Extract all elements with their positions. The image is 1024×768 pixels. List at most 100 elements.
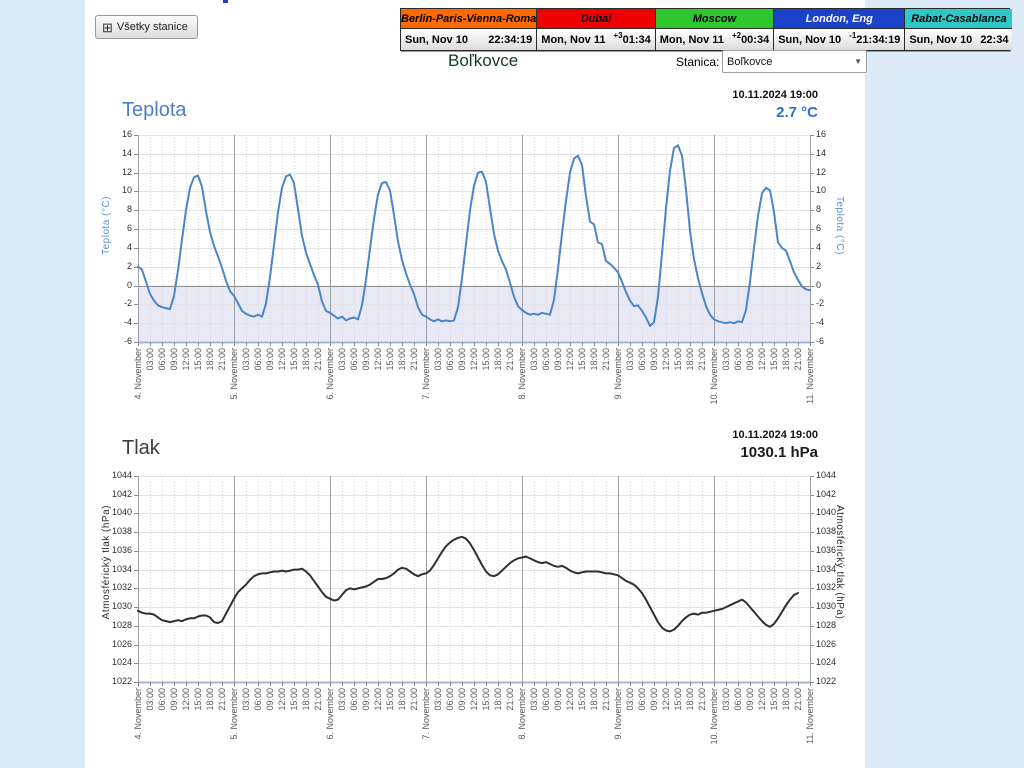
axis-tick-label: 12:00 — [565, 348, 575, 371]
clock-column-moscow: Moscow Mon, Nov 11 +2 00:34 — [655, 9, 775, 50]
axis-tick-label: 06:00 — [253, 688, 263, 711]
axis-tick-label: 1040 — [111, 507, 132, 518]
axis-tick-label: 1026 — [111, 638, 132, 649]
axis-tick-label: 12:00 — [469, 688, 479, 711]
axis-tick-label: 06:00 — [253, 348, 263, 371]
axis-tick-label: 16 — [816, 129, 827, 139]
chevron-down-icon: ▼ — [854, 57, 862, 66]
clock-city-label: Dubai — [537, 9, 655, 29]
axis-tick-label: 21:00 — [505, 688, 515, 711]
axis-tick-label: 18:00 — [493, 348, 503, 371]
axis-tick-label: 1036 — [816, 544, 837, 555]
axis-tick-label: 15:00 — [481, 348, 491, 371]
axis-tick-label: 1034 — [111, 563, 132, 574]
content-panel — [85, 0, 865, 768]
axis-tick-label: 03:00 — [529, 348, 539, 371]
axis-tick-label: 12:00 — [757, 688, 767, 711]
axis-tick-label: 5. November — [229, 688, 239, 740]
axis-tick-label: 09:00 — [553, 688, 563, 711]
clock-time-cell: Sun, Nov 10 22:34 — [905, 29, 1013, 50]
axis-tick-label: 11. November — [805, 348, 815, 404]
clipped-text-fragment — [223, 0, 228, 3]
axis-tick-label: 21:00 — [409, 688, 419, 711]
axis-tick-label: -2 — [123, 298, 132, 309]
axis-tick-label: 06:00 — [541, 688, 551, 711]
axis-tick-label: 12:00 — [565, 688, 575, 711]
axis-tick-label: 4 — [816, 241, 822, 252]
all-stations-button[interactable]: ⊞ Všetky stanice — [95, 15, 198, 39]
axis-tick-label: 03:00 — [241, 348, 251, 371]
axis-tick-label: 03:00 — [529, 688, 539, 711]
axis-tick-label: 15:00 — [673, 348, 683, 371]
axis-tick-label: 1032 — [111, 582, 132, 593]
axis-tick-label: -6 — [816, 336, 825, 346]
axis-tick-label: 06:00 — [733, 688, 743, 711]
axis-tick-label: 15:00 — [385, 688, 395, 711]
axis-tick-label: 1026 — [816, 638, 837, 649]
axis-tick-label: 15:00 — [289, 688, 299, 711]
axis-tick-label: 06:00 — [349, 688, 359, 711]
axis-tick-label: 03:00 — [241, 688, 251, 711]
axis-tick-label: 8 — [126, 204, 132, 215]
axis-tick-label: 03:00 — [433, 348, 443, 371]
axis-tick-label: 03:00 — [337, 348, 347, 371]
axis-tick-label: 12:00 — [661, 688, 671, 711]
axis-tick-label: 5. November — [229, 348, 239, 400]
axis-tick-label: 15:00 — [193, 348, 203, 371]
axis-tick-label: 1022 — [111, 676, 132, 686]
temperature-timestamp: 10.11.2024 19:00 — [732, 89, 818, 101]
axis-tick-label: 12:00 — [469, 348, 479, 371]
station-select[interactable]: Boľkovce ▼ — [722, 50, 867, 73]
axis-tick-label: 6. November — [325, 688, 335, 740]
axis-tick-label: 12:00 — [757, 348, 767, 371]
axis-tick-label: 7. November — [421, 688, 431, 740]
axis-tick-label: 2 — [126, 260, 132, 271]
axis-tick-label: 06:00 — [637, 688, 647, 711]
axis-tick-label: 21:00 — [793, 348, 803, 371]
axis-tick-label: 1028 — [816, 619, 837, 630]
axis-tick-label: 03:00 — [145, 348, 155, 371]
axis-tick-label: 9. November — [613, 348, 623, 400]
axis-tick-label: 12:00 — [373, 348, 383, 371]
axis-tick-label: 18:00 — [397, 348, 407, 371]
axis-tick-label: 1024 — [111, 657, 132, 668]
axis-tick-label: 15:00 — [577, 688, 587, 711]
axis-tick-label: 03:00 — [337, 688, 347, 711]
axis-tick-label: 21:00 — [313, 688, 323, 711]
clock-time-cell: Sun, Nov 10 22:34:19 — [401, 29, 537, 50]
axis-tick-label: 1038 — [111, 526, 132, 537]
axis-tick-label: 09:00 — [361, 348, 371, 371]
axis-tick-label: 14 — [121, 147, 132, 158]
axis-tick-label: 09:00 — [745, 688, 755, 711]
axis-tick-label: 09:00 — [169, 688, 179, 711]
temperature-chart-title: Teplota — [122, 99, 187, 121]
axis-tick-label: 18:00 — [205, 688, 215, 711]
axis-tick-label: 18:00 — [589, 688, 599, 711]
axis-tick-label: 6. November — [325, 348, 335, 400]
axis-tick-label: 1044 — [816, 470, 837, 480]
axis-tick-label: 09:00 — [457, 688, 467, 711]
clock-time-cell: Mon, Nov 11 +3 01:34 — [537, 29, 655, 50]
axis-tick-label: 18:00 — [397, 688, 407, 711]
axis-tick-label: 09:00 — [553, 348, 563, 371]
axis-tick-label: 06:00 — [157, 348, 167, 371]
axis-tick-label: 21:00 — [409, 348, 419, 371]
axis-tick-label: 8. November — [517, 688, 527, 740]
axis-tick-label: 1036 — [111, 544, 132, 555]
axis-tick-label: 21:00 — [697, 688, 707, 711]
axis-tick-label: 18:00 — [781, 688, 791, 711]
axis-tick-label: 4. November — [133, 348, 143, 400]
pressure-timestamp: 10.11.2024 19:00 — [732, 429, 818, 441]
axis-tick-label: 10 — [121, 185, 132, 196]
pressure-plot-area: 1044 1044 1042 1042 1040 1040 1038 1038 1036 1036… — [112, 470, 836, 745]
station-title: Boľkovce — [448, 51, 519, 70]
axis-tick-label: 6 — [816, 223, 822, 234]
axis-tick-label: 1040 — [816, 507, 837, 518]
station-selector-label: Stanica: — [676, 55, 720, 69]
grid-icon: ⊞ — [102, 19, 113, 35]
axis-tick-label: 21:00 — [313, 348, 323, 371]
axis-tick-label: 18:00 — [589, 348, 599, 371]
station-select-value: Boľkovce — [727, 55, 773, 68]
axis-tick-label: 21:00 — [793, 688, 803, 711]
axis-tick-label: 8 — [816, 204, 822, 215]
